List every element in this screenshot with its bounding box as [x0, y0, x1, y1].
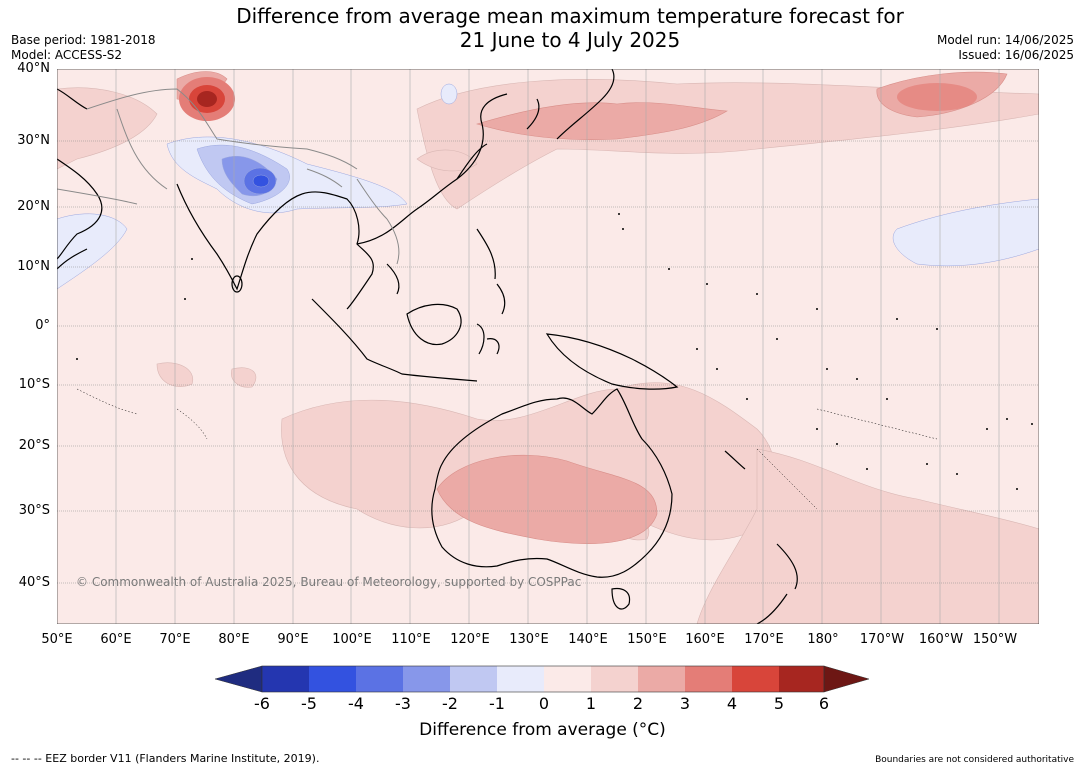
lon-label: 100°E — [332, 632, 372, 647]
anomaly-cool-regions — [56, 83, 1040, 290]
model-name: Model: ACCESS-S2 — [11, 48, 123, 62]
meta-right: Model run: 14/06/2025 Issued: 16/06/2025 — [937, 33, 1074, 63]
colorbar-tick: -5 — [301, 694, 317, 713]
lon-label: 130°E — [509, 632, 549, 647]
anomaly-hot-core — [179, 77, 977, 121]
lon-label: 70°E — [159, 632, 191, 647]
lon-label: 60°E — [100, 632, 132, 647]
map-svg — [56, 68, 1040, 625]
colorbar-swatch — [403, 666, 450, 692]
colorbar-swatch — [779, 666, 824, 692]
colorbar-swatch — [497, 666, 544, 692]
colorbar-swatch — [685, 666, 732, 692]
colorbar-swatch — [638, 666, 685, 692]
lon-label: 80°E — [218, 632, 250, 647]
lon-label: 170°E — [744, 632, 784, 647]
disclaimer: Boundaries are not considered authoritat… — [875, 755, 1074, 765]
colorbar-tick: 6 — [818, 694, 830, 713]
colorbar-swatch — [309, 666, 356, 692]
colorbar-arrow-low — [214, 665, 263, 693]
colorbar-tick: 4 — [726, 694, 738, 713]
base-period: Base period: 1981-2018 — [11, 33, 156, 47]
lon-label: 150°E — [627, 632, 667, 647]
lat-label: 30°N — [17, 133, 50, 148]
colorbar-swatch — [544, 666, 591, 692]
lon-label: 120°E — [450, 632, 490, 647]
colorbar-tick: -3 — [395, 694, 411, 713]
eez-borders — [76, 388, 938, 510]
pacific-islands — [76, 213, 1033, 490]
lon-label: 110°E — [391, 632, 431, 647]
lat-label: 0° — [35, 318, 50, 333]
graticule — [57, 69, 1039, 624]
lat-label: 20°S — [18, 438, 50, 453]
colorbar-tick: 1 — [585, 694, 597, 713]
lat-label: 10°S — [18, 377, 50, 392]
colorbar-swatch — [356, 666, 403, 692]
model-run: Model run: 14/06/2025 — [936, 33, 1074, 47]
lon-label: 150°W — [972, 632, 1018, 647]
lon-label: 90°E — [277, 632, 309, 647]
lon-label: 180° — [807, 632, 839, 647]
colorbar — [214, 664, 870, 694]
forecast-map — [56, 68, 1040, 625]
copyright-notice: © Commonwealth of Australia 2025, Bureau… — [76, 575, 582, 589]
country-borders — [56, 88, 400, 265]
colorbar-title: Difference from average (°C) — [419, 720, 666, 740]
lat-label: 10°N — [17, 259, 50, 274]
coastlines — [56, 68, 798, 625]
eez-legend: -- -- -- EEZ border V11 (Flanders Marine… — [11, 752, 320, 765]
lon-label: 50°E — [41, 632, 73, 647]
colorbar-swatch — [262, 666, 309, 692]
title-line-1: Difference from average mean maximum tem… — [236, 4, 904, 28]
title-line-2: 21 June to 4 July 2025 — [459, 28, 681, 52]
chart-title: Difference from average mean maximum tem… — [0, 4, 1085, 52]
colorbar-frame — [261, 665, 825, 693]
colorbar-svg — [214, 665, 870, 693]
colorbar-tick: 0 — [538, 694, 550, 713]
lat-label: 40°N — [17, 61, 50, 76]
lat-label: 30°S — [18, 503, 50, 518]
colorbar-arrow-high — [823, 665, 870, 693]
lat-label: 40°S — [18, 575, 50, 590]
colorbar-tick: -2 — [442, 694, 458, 713]
lon-label: 140°E — [568, 632, 608, 647]
lon-label: 160°W — [918, 632, 964, 647]
meta-left: Base period: 1981-2018 Model: ACCESS-S2 — [11, 33, 156, 63]
lat-label: 20°N — [17, 199, 50, 214]
colorbar-tick: -4 — [348, 694, 364, 713]
colorbar-tick: -1 — [489, 694, 505, 713]
lon-label: 160°E — [685, 632, 725, 647]
colorbar-tick: -6 — [254, 694, 270, 713]
colorbar-swatch — [732, 666, 779, 692]
colorbar-swatch — [591, 666, 638, 692]
colorbar-tick: 3 — [679, 694, 691, 713]
colorbar-swatch — [450, 666, 497, 692]
issued-date: Issued: 16/06/2025 — [958, 48, 1074, 62]
lon-label: 170°W — [859, 632, 905, 647]
colorbar-tick: 5 — [773, 694, 785, 713]
colorbar-tick: 2 — [632, 694, 644, 713]
